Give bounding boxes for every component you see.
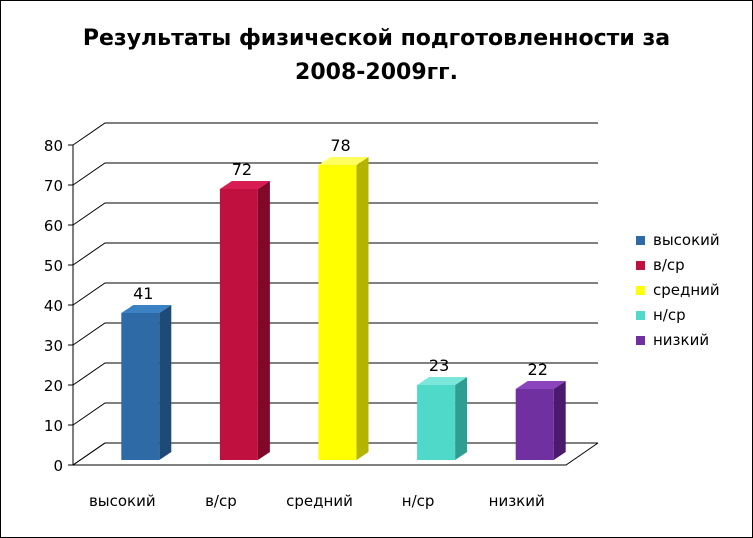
legend-label: в/ср	[653, 256, 685, 274]
legend-swatch	[636, 261, 645, 270]
y-tick-label: 70	[44, 177, 63, 195]
x-tick-label: высокий	[89, 492, 156, 510]
bar-top	[219, 181, 270, 189]
legend-item: в/ср	[636, 253, 746, 278]
y-tick-label: 60	[44, 217, 63, 235]
legend-swatch	[636, 286, 645, 295]
legend-label: н/ср	[653, 306, 686, 324]
data-label: 72	[232, 160, 252, 179]
bar-top	[121, 305, 172, 313]
x-tick-label: н/ср	[402, 492, 435, 510]
legend-item: н/ср	[636, 303, 746, 328]
legend: высокий в/ср средний н/ср низкий	[636, 228, 746, 353]
bar	[318, 165, 357, 460]
legend-item: низкий	[636, 328, 746, 353]
data-label: 22	[528, 360, 548, 379]
y-tick-label: 40	[44, 297, 63, 315]
bar-side	[455, 377, 468, 460]
legend-label: высокий	[653, 231, 720, 249]
chart-title-line-2: 2008-2009гг.	[295, 60, 458, 85]
gridline	[72, 362, 598, 386]
data-label: 78	[330, 136, 350, 155]
bar	[121, 313, 160, 460]
y-tick-label: 50	[44, 257, 63, 275]
bar-top	[515, 381, 566, 389]
gridline	[72, 162, 598, 186]
bar	[219, 189, 258, 460]
legend-item: высокий	[636, 228, 746, 253]
gridline	[72, 282, 598, 306]
bar-side	[553, 381, 566, 460]
bar-side	[356, 157, 369, 460]
y-tick-label: 30	[44, 337, 63, 355]
bar-top	[318, 157, 369, 165]
x-axis	[73, 442, 599, 466]
bar	[417, 385, 456, 460]
legend-label: низкий	[653, 331, 710, 349]
gridline	[72, 202, 598, 226]
data-label: 41	[133, 284, 153, 303]
bar-top	[417, 377, 468, 385]
legend-swatch	[636, 311, 645, 320]
y-tick-label: 80	[44, 137, 63, 155]
data-label: 23	[429, 356, 449, 375]
legend-swatch	[636, 336, 645, 345]
chart-title: Результаты физической подготовленности з…	[0, 22, 753, 90]
legend-item: средний	[636, 278, 746, 303]
legend-swatch	[636, 236, 645, 245]
gridline	[72, 322, 598, 346]
bar-side	[257, 181, 270, 460]
legend-label: средний	[653, 281, 720, 299]
bar-side	[159, 305, 172, 460]
y-tick-label: 20	[44, 377, 63, 395]
chart-title-line-1: Результаты физической подготовленности з…	[82, 26, 671, 51]
x-tick-label: низкий	[489, 492, 545, 510]
y-tick-label: 0	[53, 457, 63, 475]
gridline	[72, 122, 598, 146]
bar	[515, 389, 554, 460]
x-tick-label: средний	[286, 492, 353, 510]
x-tick-label: в/ср	[205, 492, 237, 510]
y-tick-label: 10	[44, 417, 63, 435]
gridline	[72, 242, 598, 266]
